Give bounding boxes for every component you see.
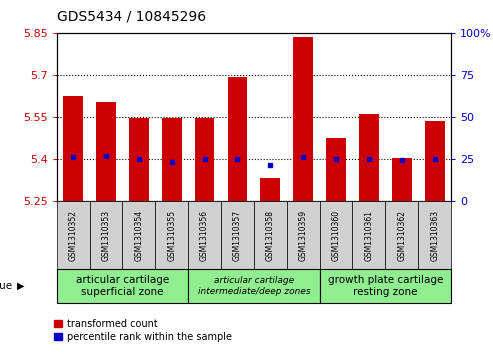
Text: GSM1310363: GSM1310363: [430, 209, 439, 261]
Bar: [129, 118, 149, 201]
Bar: [63, 96, 83, 201]
Bar: [425, 121, 445, 201]
Text: articular cartilage
superficial zone: articular cartilage superficial zone: [76, 275, 169, 297]
Bar: [293, 37, 313, 201]
Text: GSM1310356: GSM1310356: [200, 209, 209, 261]
Legend: transformed count, percentile rank within the sample: transformed count, percentile rank withi…: [54, 319, 232, 342]
Text: GSM1310355: GSM1310355: [167, 209, 176, 261]
Text: GSM1310357: GSM1310357: [233, 209, 242, 261]
Text: GSM1310352: GSM1310352: [69, 209, 77, 261]
Bar: [260, 178, 280, 201]
Text: GSM1310359: GSM1310359: [299, 209, 308, 261]
Text: GSM1310362: GSM1310362: [397, 209, 406, 261]
Bar: [326, 138, 346, 201]
Bar: [162, 118, 181, 201]
Text: tissue: tissue: [0, 281, 12, 291]
Bar: [195, 118, 214, 201]
Text: GSM1310358: GSM1310358: [266, 209, 275, 261]
Bar: [96, 102, 116, 201]
Text: GSM1310361: GSM1310361: [364, 209, 373, 261]
Text: ▶: ▶: [17, 281, 25, 291]
Text: GSM1310353: GSM1310353: [102, 209, 110, 261]
Bar: [392, 158, 412, 201]
Text: articular cartilage
intermediate/deep zones: articular cartilage intermediate/deep zo…: [198, 276, 310, 295]
Text: growth plate cartilage
resting zone: growth plate cartilage resting zone: [328, 275, 443, 297]
Bar: [228, 77, 247, 201]
Bar: [359, 114, 379, 201]
Text: GDS5434 / 10845296: GDS5434 / 10845296: [57, 9, 206, 24]
Text: GSM1310360: GSM1310360: [332, 209, 341, 261]
Text: GSM1310354: GSM1310354: [135, 209, 143, 261]
